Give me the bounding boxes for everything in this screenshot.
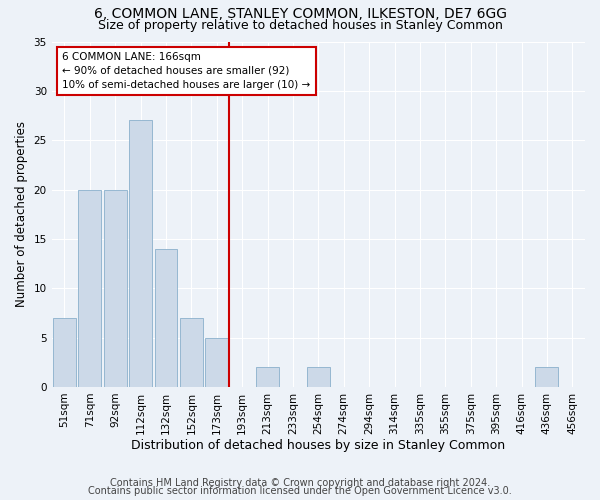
Bar (180, 318, 203, 387)
Bar (307, 367, 330, 387)
X-axis label: Distribution of detached houses by size in Stanley Common: Distribution of detached houses by size … (131, 440, 505, 452)
Bar (129, 120, 152, 387)
Text: 6 COMMON LANE: 166sqm
← 90% of detached houses are smaller (92)
10% of semi-deta: 6 COMMON LANE: 166sqm ← 90% of detached … (62, 52, 311, 90)
Y-axis label: Number of detached properties: Number of detached properties (15, 121, 28, 307)
Bar (205, 338, 228, 387)
Text: Size of property relative to detached houses in Stanley Common: Size of property relative to detached ho… (98, 18, 502, 32)
Text: 6, COMMON LANE, STANLEY COMMON, ILKESTON, DE7 6GG: 6, COMMON LANE, STANLEY COMMON, ILKESTON… (94, 8, 506, 22)
Bar (79, 190, 101, 387)
Bar (535, 367, 559, 387)
Bar (104, 190, 127, 387)
Text: Contains public sector information licensed under the Open Government Licence v3: Contains public sector information licen… (88, 486, 512, 496)
Bar (155, 249, 178, 387)
Bar (53, 318, 76, 387)
Text: Contains HM Land Registry data © Crown copyright and database right 2024.: Contains HM Land Registry data © Crown c… (110, 478, 490, 488)
Bar (256, 367, 279, 387)
